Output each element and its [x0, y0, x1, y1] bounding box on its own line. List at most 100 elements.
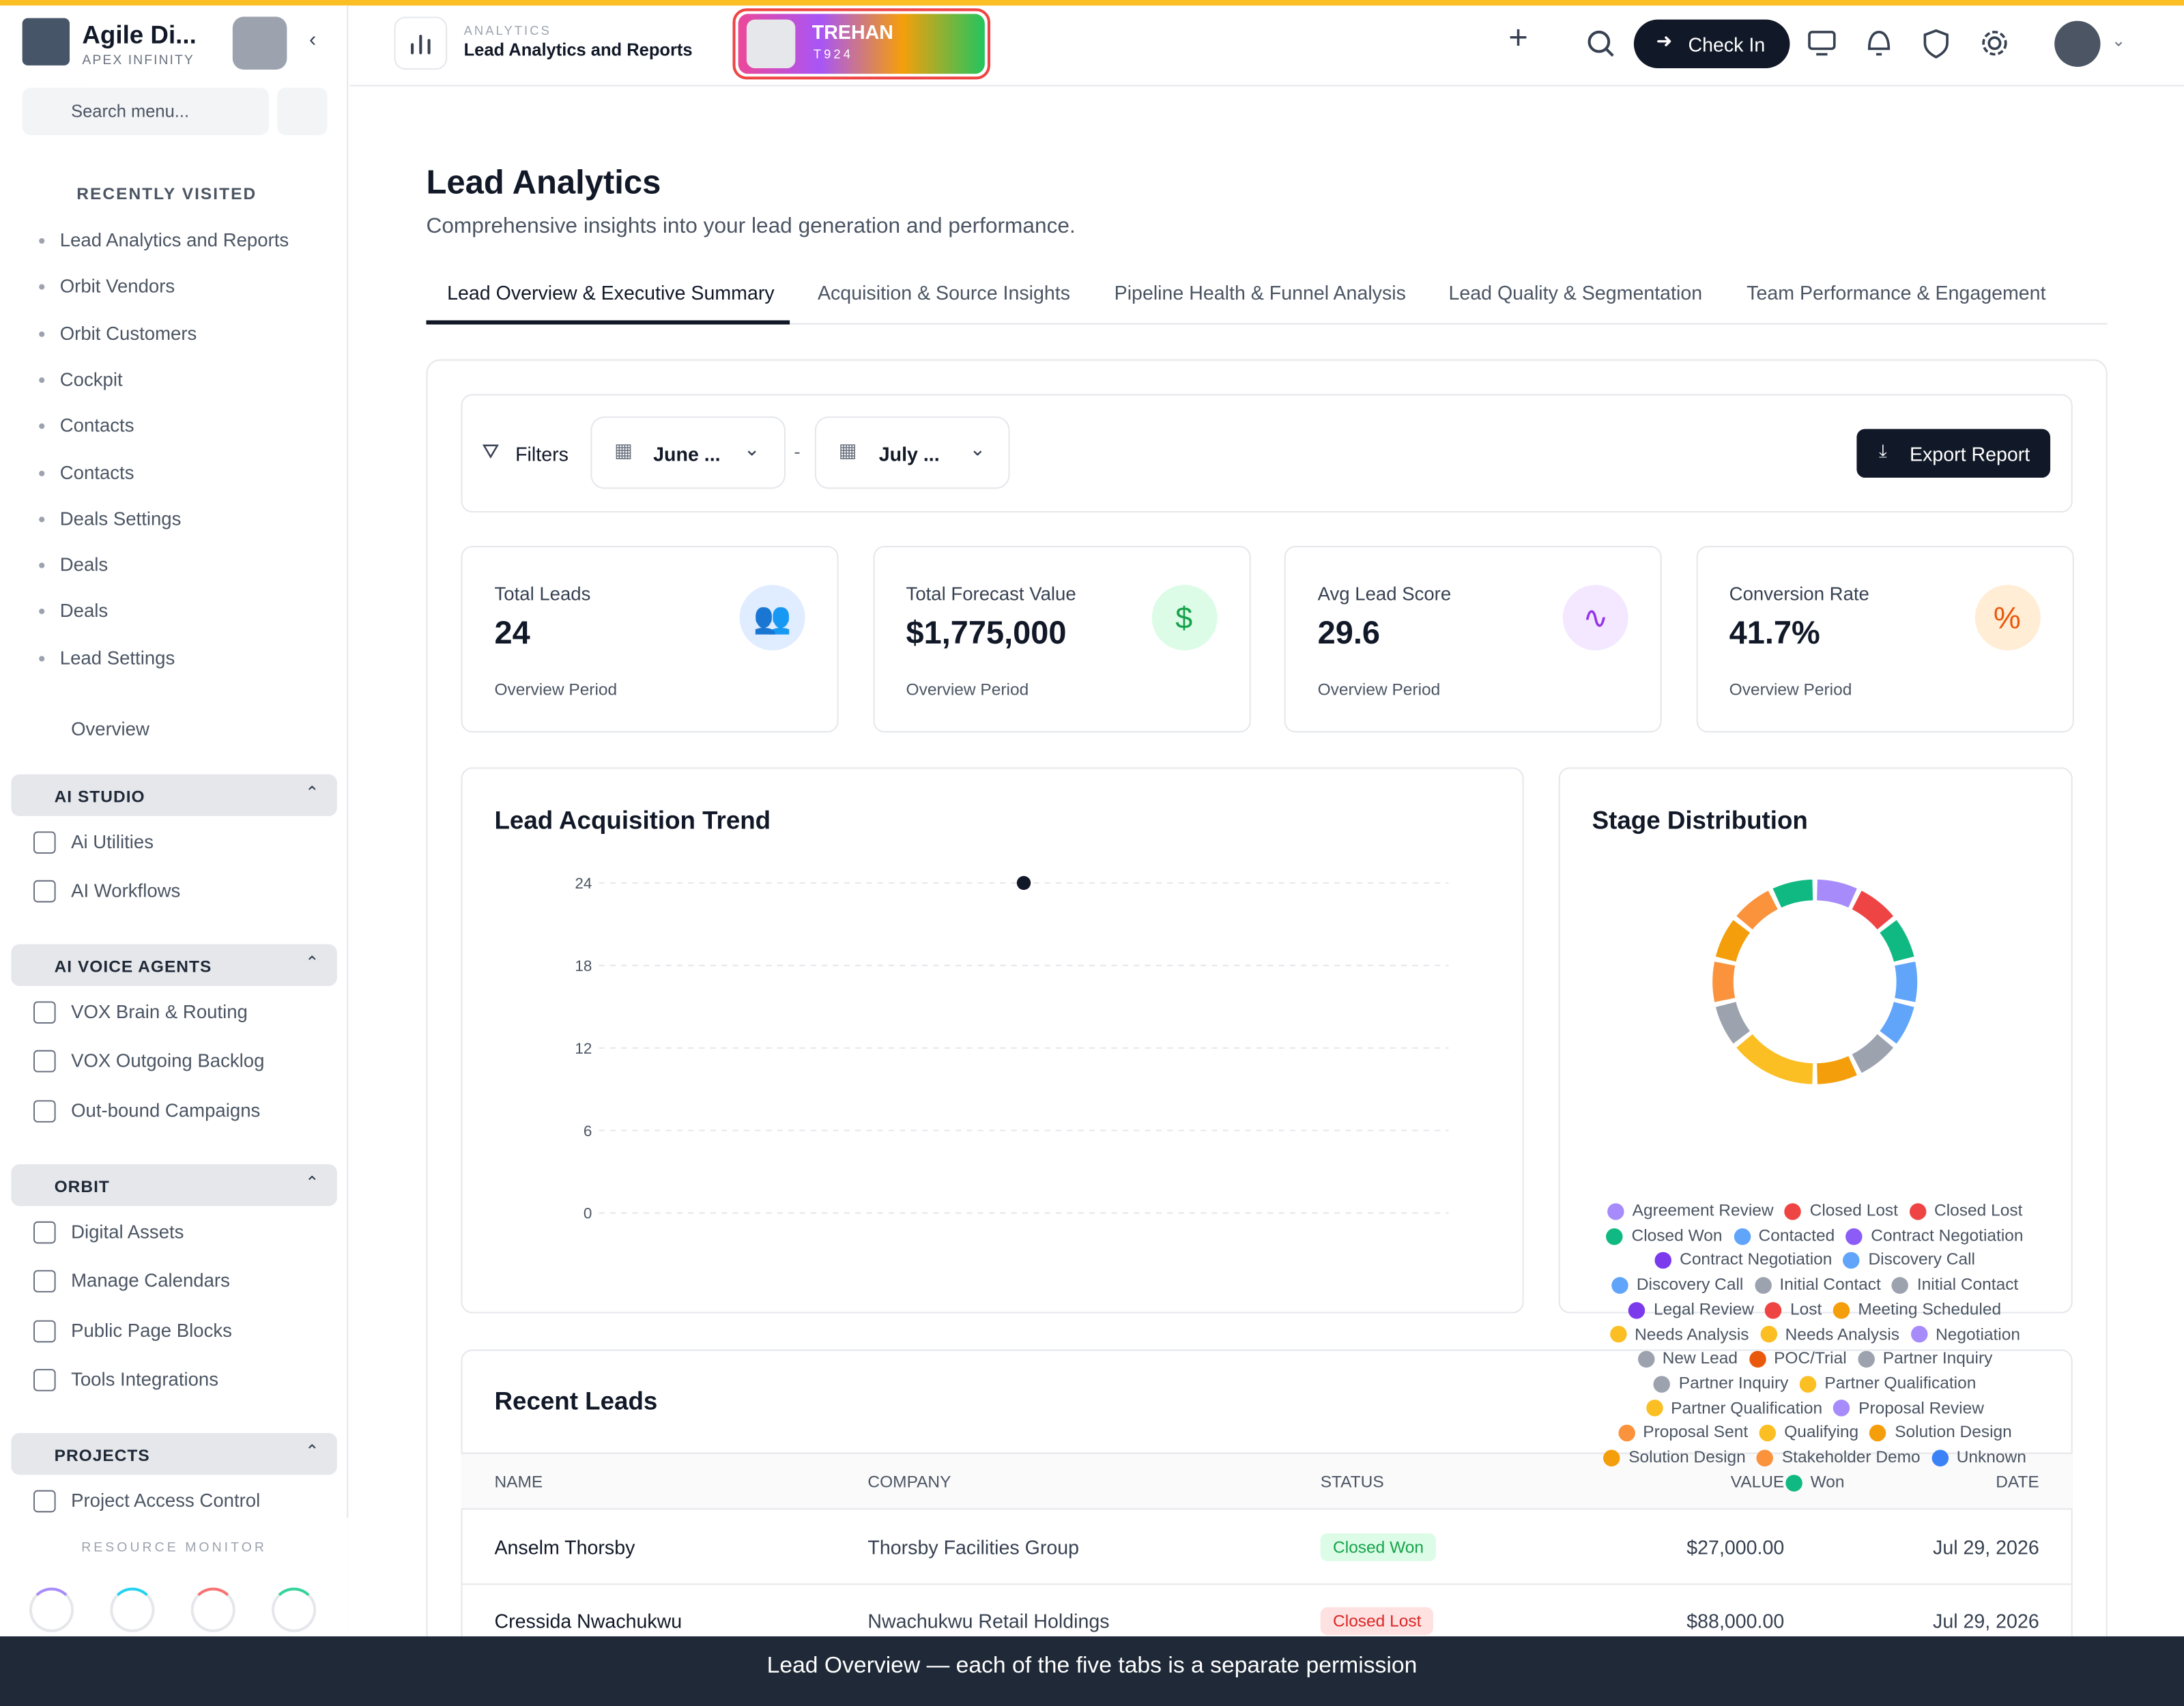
- recent-item[interactable]: Cockpit: [59, 368, 123, 390]
- legend-item[interactable]: Legal Review: [1628, 1298, 1754, 1322]
- kpi-card: [461, 545, 839, 733]
- nav-item[interactable]: VOX Brain & Routing: [71, 1001, 248, 1022]
- row-divider: [461, 1583, 2073, 1585]
- recent-item[interactable]: Deals Settings: [59, 508, 182, 530]
- legend-item[interactable]: Won: [1785, 1471, 1845, 1495]
- kpi-icon: 👥: [739, 585, 805, 651]
- calendar-icon: ▦: [838, 438, 857, 461]
- banner-text: Lead Overview — each of the five tabs is…: [766, 1653, 1418, 1679]
- legend-item[interactable]: Closed Lost: [1909, 1199, 2022, 1224]
- search-icon[interactable]: [1585, 28, 1615, 59]
- legend-item[interactable]: Meeting Scheduled: [1833, 1298, 2001, 1322]
- tab-rule: [426, 323, 2108, 325]
- nav-item[interactable]: Project Access Control: [71, 1490, 261, 1512]
- legend-item[interactable]: Needs Analysis: [1759, 1322, 1900, 1347]
- section-header[interactable]: [11, 944, 337, 986]
- recent-item[interactable]: Lead Analytics and Reports: [59, 229, 289, 251]
- legend-item[interactable]: Closed Won: [1606, 1224, 1723, 1248]
- legend-item[interactable]: Discovery Call: [1611, 1273, 1743, 1298]
- nav-item[interactable]: Public Page Blocks: [71, 1319, 232, 1341]
- legend-swatch: [1910, 1326, 1927, 1344]
- legend-item[interactable]: Closed Lost: [1784, 1199, 1898, 1224]
- legend-item[interactable]: Discovery Call: [1843, 1248, 1975, 1273]
- section-header[interactable]: [11, 774, 337, 816]
- legend-item[interactable]: Solution Design: [1869, 1421, 2012, 1445]
- legend-item[interactable]: Partner Qualification: [1799, 1372, 1976, 1396]
- legend-swatch: [1607, 1202, 1624, 1220]
- nav-item[interactable]: VOX Outgoing Backlog: [71, 1050, 265, 1071]
- overview-item[interactable]: Overview: [71, 719, 149, 740]
- legend-item[interactable]: Partner Qualification: [1646, 1396, 1822, 1421]
- legend-item[interactable]: Qualifying: [1759, 1421, 1858, 1445]
- recent-item[interactable]: Contacts: [59, 461, 134, 483]
- export-button[interactable]: [1856, 429, 2051, 478]
- recent-item[interactable]: Lead Settings: [59, 647, 175, 668]
- legend-item[interactable]: Initial Contact: [1754, 1273, 1881, 1298]
- tab[interactable]: Team Performance & Engagement: [1747, 281, 2046, 304]
- legend-item[interactable]: Lost: [1765, 1298, 1822, 1322]
- section-title: ORBIT: [54, 1176, 110, 1197]
- nav-item[interactable]: Tools Integrations: [71, 1368, 219, 1390]
- tab[interactable]: Pipeline Health & Funnel Analysis: [1114, 281, 1406, 304]
- legend-item[interactable]: Contract Negotiation: [1654, 1248, 1832, 1273]
- tab[interactable]: Acquisition & Source Insights: [817, 281, 1071, 304]
- legend-item[interactable]: Proposal Review: [1833, 1396, 1984, 1421]
- recent-dot: [39, 609, 45, 615]
- column-header: VALUE: [1730, 1472, 1785, 1492]
- legend-label: POC/Trial: [1774, 1348, 1847, 1368]
- legend-label: Stakeholder Demo: [1781, 1447, 1921, 1467]
- user-avatar[interactable]: [2054, 20, 2101, 67]
- legend-item[interactable]: Contacted: [1733, 1224, 1835, 1248]
- legend-item[interactable]: Stakeholder Demo: [1757, 1445, 1921, 1470]
- collapse[interactable]: ‹: [309, 27, 317, 52]
- nav-icon: [33, 1270, 56, 1293]
- recent-item[interactable]: Deals: [59, 601, 109, 622]
- legend-item[interactable]: Agreement Review: [1607, 1199, 1774, 1224]
- kpi-icon: ∿: [1562, 585, 1628, 651]
- legend-item[interactable]: Initial Contact: [1892, 1273, 2018, 1298]
- legend-item[interactable]: Negotiation: [1910, 1322, 2020, 1347]
- legend-item[interactable]: Solution Design: [1603, 1445, 1746, 1470]
- search-box[interactable]: [22, 87, 269, 135]
- check-in-icon: ➜: [1656, 29, 1673, 52]
- section-header[interactable]: [11, 1432, 337, 1475]
- sidebar-toggle[interactable]: [277, 87, 328, 135]
- org-switch[interactable]: [232, 16, 287, 70]
- nav-item[interactable]: Digital Assets: [71, 1221, 184, 1243]
- add-button[interactable]: +: [1508, 19, 1528, 57]
- date-from[interactable]: [590, 416, 786, 489]
- tab[interactable]: Lead Overview & Executive Summary: [447, 281, 775, 304]
- legend-item[interactable]: POC/Trial: [1749, 1347, 1847, 1372]
- pie-slice: [1852, 891, 1894, 930]
- nav-item[interactable]: Ai Utilities: [71, 831, 154, 852]
- legend-item[interactable]: Contract Negotiation: [1845, 1224, 2024, 1248]
- nav-item[interactable]: Out-bound Campaigns: [71, 1099, 261, 1121]
- legend-item[interactable]: Partner Inquiry: [1654, 1372, 1788, 1396]
- legend-label: Solution Design: [1628, 1447, 1746, 1467]
- column-header: COMPANY: [867, 1472, 951, 1492]
- recent-item[interactable]: Orbit Vendors: [59, 276, 175, 298]
- recent-item[interactable]: Contacts: [59, 415, 134, 437]
- legend-item[interactable]: Unknown: [1931, 1445, 2026, 1470]
- legend-item[interactable]: Needs Analysis: [1609, 1322, 1749, 1347]
- date-to[interactable]: [814, 416, 1010, 489]
- caret: ⌄: [743, 437, 760, 460]
- legend-label: Needs Analysis: [1785, 1323, 1900, 1344]
- check-in-button[interactable]: [1633, 19, 1790, 68]
- search-placeholder: Search menu...: [71, 101, 190, 121]
- legend-item[interactable]: New Lead: [1637, 1347, 1738, 1372]
- tab[interactable]: Lead Quality & Segmentation: [1448, 281, 1703, 304]
- legend-label: Agreement Review: [1632, 1200, 1774, 1220]
- legend-label: Partner Qualification: [1671, 1398, 1823, 1417]
- section-header[interactable]: [11, 1164, 337, 1206]
- nav-icon: [33, 1221, 56, 1244]
- nav-item[interactable]: Manage Calendars: [71, 1270, 230, 1292]
- recent-item[interactable]: Deals: [59, 554, 109, 576]
- legend-swatch: [1733, 1228, 1751, 1245]
- legend-item[interactable]: Proposal Sent: [1618, 1421, 1748, 1445]
- chart-title: Lead Acquisition Trend: [494, 806, 771, 834]
- legend-item[interactable]: Partner Inquiry: [1858, 1347, 1992, 1372]
- recent-item[interactable]: Orbit Customers: [59, 322, 197, 344]
- nav-item[interactable]: AI Workflows: [71, 880, 181, 902]
